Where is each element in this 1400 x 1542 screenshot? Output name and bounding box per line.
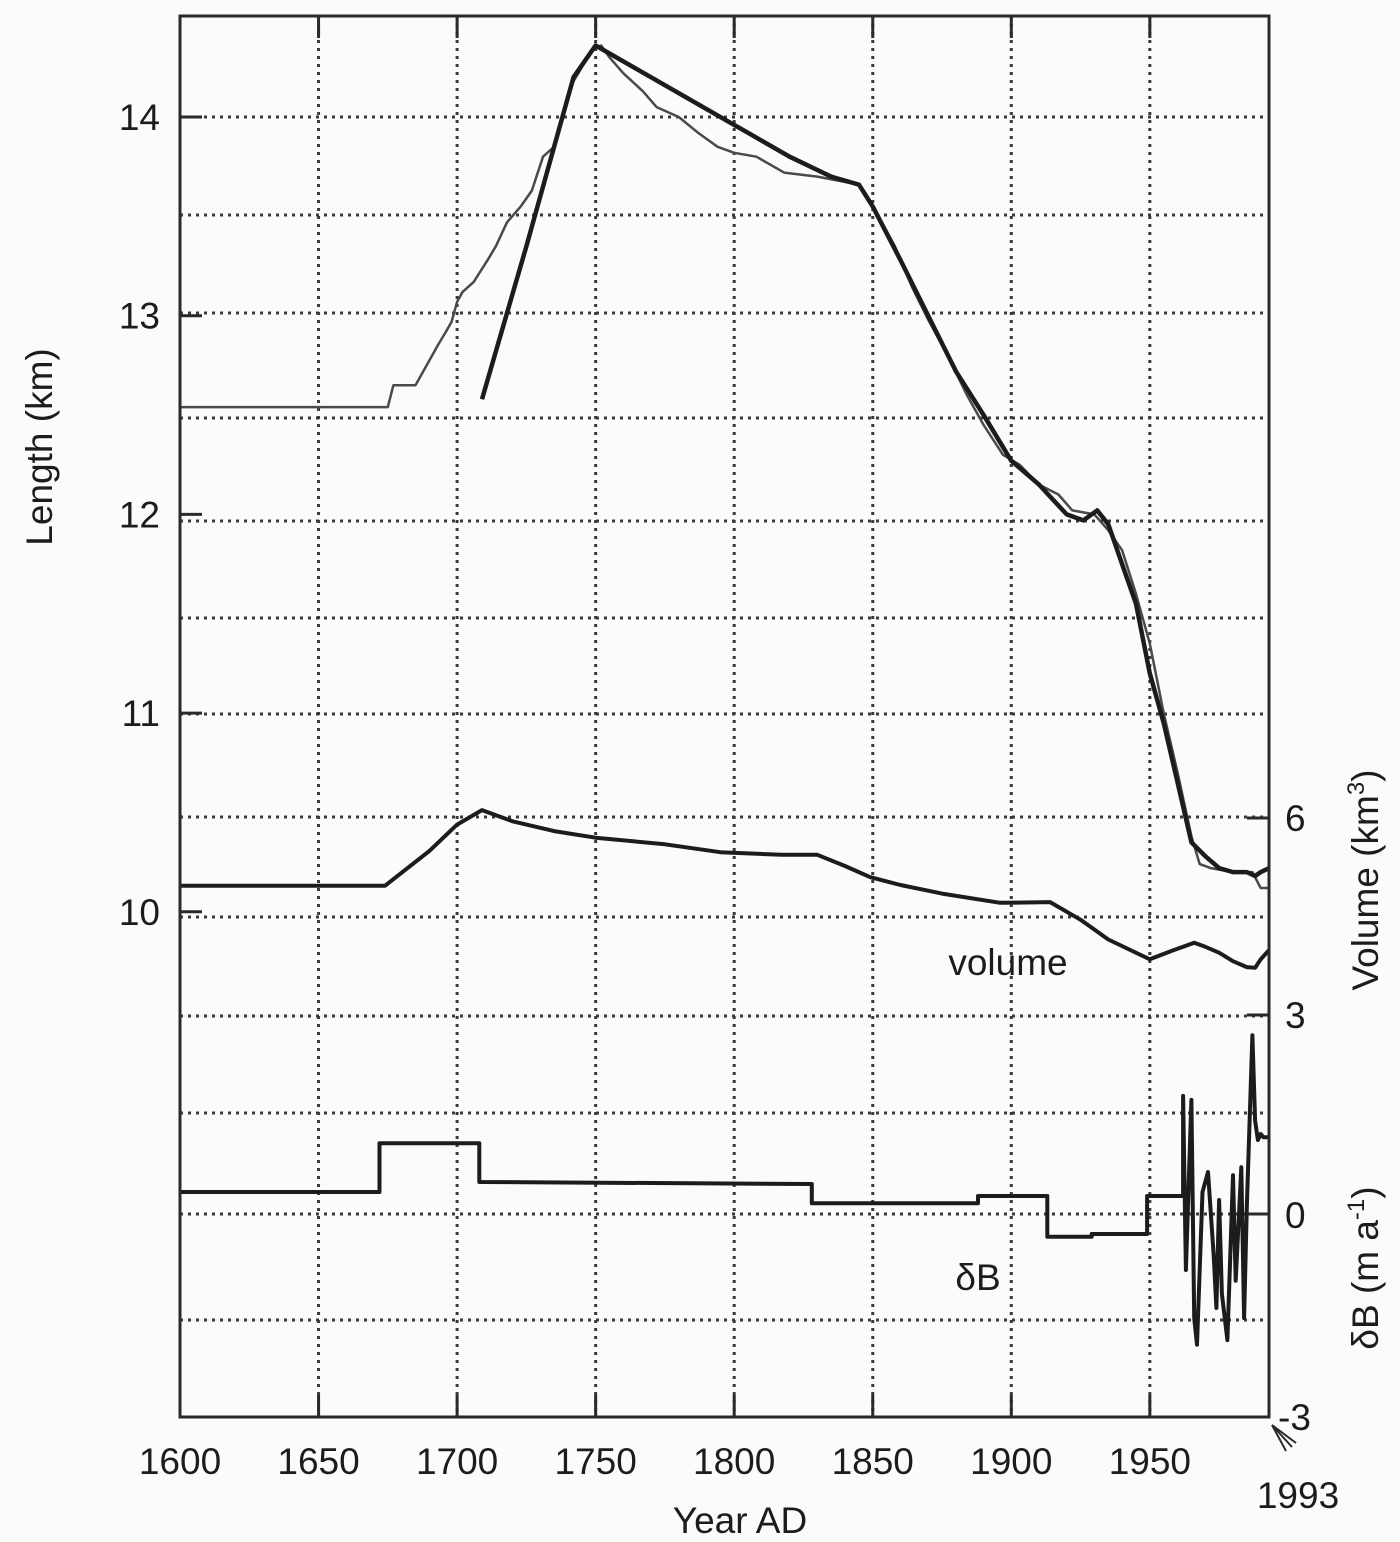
svg-text:δB (m a-1): δB (m a-1) <box>1343 1186 1386 1349</box>
volume-title-text: Volume (km <box>1345 795 1386 990</box>
end-year-label: 1993 <box>1257 1475 1339 1516</box>
x-axis-tick-labels: 1600 1650 1700 1750 1800 1850 1900 1950 <box>139 1441 1191 1482</box>
plot-frame <box>178 14 1271 1419</box>
volume-series-label: volume <box>948 942 1067 983</box>
volume-tick-6: 6 <box>1285 798 1306 839</box>
x-tick-label: 1700 <box>416 1441 498 1482</box>
volume-title-close: ) <box>1345 769 1386 781</box>
y-tick-label: 12 <box>119 494 160 535</box>
x-tick-label: 1600 <box>139 1441 221 1482</box>
svg-text:Volume (km3): Volume (km3) <box>1343 769 1386 990</box>
db-tick-minus-3: -3 <box>1278 1397 1311 1438</box>
end-year-arrow-icon <box>1271 1424 1297 1452</box>
tick-marks <box>178 16 1269 1417</box>
y-tick-label: 14 <box>119 97 160 138</box>
x-tick-label: 1750 <box>554 1441 636 1482</box>
grid-lines <box>180 16 1269 1417</box>
y-axis-title-db: δB (m a-1) <box>1343 1186 1386 1349</box>
y-tick-label: 11 <box>122 693 160 734</box>
y-axis-title-volume: Volume (km3) <box>1343 769 1386 990</box>
x-tick-label: 1900 <box>970 1441 1052 1482</box>
series-layer <box>180 43 1271 1347</box>
db-tick-0: 0 <box>1285 1195 1306 1236</box>
y-axis-title-length: Length (km) <box>19 348 60 545</box>
y-tick-label: 10 <box>119 892 160 933</box>
db-series-label: δB <box>955 1257 1000 1298</box>
x-tick-label: 1800 <box>693 1441 775 1482</box>
x-axis-title: Year AD <box>673 1500 807 1541</box>
x-tick-label: 1650 <box>277 1441 359 1482</box>
x-tick-label: 1850 <box>832 1441 914 1482</box>
volume-title-sup: 3 <box>1343 782 1370 795</box>
db-series-line <box>180 1033 1269 1347</box>
y-tick-label: 13 <box>119 296 160 337</box>
db-title-text: δB (m a <box>1345 1220 1386 1350</box>
db-title-close: ) <box>1345 1186 1386 1198</box>
length-observed-line <box>180 44 1269 890</box>
y-axis-tick-labels: 10 11 12 13 14 <box>119 97 160 933</box>
volume-tick-3: 3 <box>1285 995 1306 1036</box>
volume-series-line <box>180 808 1271 970</box>
db-title-sup: -1 <box>1343 1199 1370 1220</box>
x-tick-label: 1950 <box>1109 1441 1191 1482</box>
length-modelled-line <box>479 43 1270 879</box>
